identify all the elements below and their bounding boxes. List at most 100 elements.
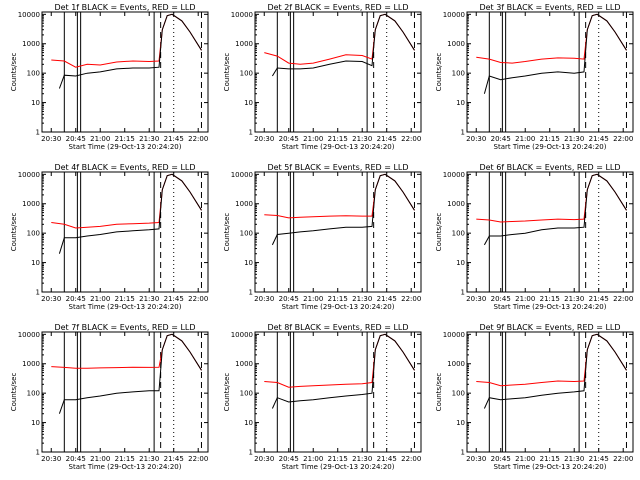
x-tick-label: 21:30 <box>352 135 372 143</box>
marker-lines <box>276 332 415 452</box>
x-tick-label: 21:15 <box>115 295 135 303</box>
y-tick-label: 100 <box>27 390 40 398</box>
x-tick-label: 22:00 <box>188 135 208 143</box>
y-axis-label: Counts/sec <box>223 53 231 92</box>
y-tick-label: 1000 <box>447 40 465 48</box>
series-line-lld <box>264 173 415 219</box>
series-group <box>51 333 202 414</box>
series-line-events <box>483 13 627 94</box>
marker-lines <box>276 172 415 292</box>
x-tick-label: 20:30 <box>254 135 274 143</box>
x-tick-label: 21:15 <box>115 135 135 143</box>
panel-3: Det 3f BLACK = Events, RED = LLD 1 10 100 10… <box>435 3 634 151</box>
y-tick-label: 10 <box>456 419 465 427</box>
y-tick-label: 1 <box>461 289 465 297</box>
y-tick-label: 1000 <box>22 360 40 368</box>
x-tick-label: 22:00 <box>401 295 421 303</box>
x-tick-label: 21:00 <box>90 135 110 143</box>
series-group <box>476 333 627 409</box>
plot-frame <box>254 331 422 453</box>
x-tick-label: 21:00 <box>90 455 110 463</box>
series-line-events <box>58 333 202 414</box>
y-tick-label: 1 <box>36 289 40 297</box>
x-tick-label: 22:00 <box>613 295 633 303</box>
y-tick-label: 1 <box>249 449 253 457</box>
x-tick-label: 20:30 <box>254 455 274 463</box>
y-tick-label: 10000 <box>231 11 253 19</box>
y-tick-label: 10 <box>244 99 253 107</box>
x-axis-label: Start Time (29-Oct-13 20:24:20) <box>282 463 395 471</box>
x-tick-label: 21:00 <box>90 295 110 303</box>
y-tick-label: 100 <box>240 70 253 78</box>
x-tick-label: 21:30 <box>352 295 372 303</box>
y-tick-label: 1 <box>461 449 465 457</box>
y-tick-label: 100 <box>240 390 253 398</box>
y-tick-label: 10 <box>244 419 253 427</box>
y-tick-label: 1 <box>249 129 253 137</box>
x-tick-label: 21:00 <box>303 135 323 143</box>
y-tick-label: 1 <box>461 129 465 137</box>
x-tick-label: 22:00 <box>613 135 633 143</box>
x-tick-label: 22:00 <box>188 455 208 463</box>
x-tick-label: 21:30 <box>139 295 159 303</box>
x-tick-label: 22:00 <box>188 295 208 303</box>
y-tick-label: 1000 <box>22 200 40 208</box>
x-tick-label: 20:45 <box>491 295 511 303</box>
x-tick-label: 21:30 <box>139 455 159 463</box>
y-tick-label: 10 <box>244 259 253 267</box>
panel-8: Det 8f BLACK = Events, RED = LLD 1 10 100 10… <box>223 323 422 471</box>
series-line-lld <box>51 13 202 68</box>
y-tick-label: 10000 <box>231 331 253 339</box>
x-tick-label: 20:30 <box>41 135 61 143</box>
panel-2: Det 2f BLACK = Events, RED = LLD 1 10 100 10… <box>223 3 422 151</box>
x-tick-label: 21:00 <box>303 295 323 303</box>
y-tick-label: 100 <box>452 390 465 398</box>
y-tick-label: 10000 <box>443 11 465 19</box>
series-line-lld <box>476 173 627 223</box>
y-tick-label: 1 <box>36 449 40 457</box>
x-tick-label: 21:15 <box>115 455 135 463</box>
y-axis-label: Counts/sec <box>10 213 18 252</box>
y-tick-label: 10 <box>31 99 40 107</box>
x-tick-label: 20:30 <box>466 135 486 143</box>
x-axis-label: Start Time (29-Oct-13 20:24:20) <box>282 143 395 151</box>
panel-1: Det 1f BLACK = Events, RED = LLD 1 10 100 10… <box>10 3 209 151</box>
x-tick-label: 21:45 <box>589 295 609 303</box>
x-axis-label: Start Time (29-Oct-13 20:24:20) <box>69 303 182 311</box>
y-tick-label: 100 <box>240 230 253 238</box>
marker-lines <box>276 12 415 132</box>
x-tick-label: 21:45 <box>164 455 184 463</box>
plot-frame <box>41 171 209 293</box>
y-tick-label: 10 <box>456 99 465 107</box>
y-axis-label: Counts/sec <box>435 53 443 92</box>
series-group <box>264 333 415 409</box>
series-line-events <box>271 333 415 409</box>
x-axis-label: Start Time (29-Oct-13 20:24:20) <box>494 463 607 471</box>
series-line-lld <box>264 333 415 388</box>
marker-lines <box>63 172 202 292</box>
x-tick-label: 20:30 <box>41 455 61 463</box>
plot-frame <box>41 331 209 453</box>
series-group <box>264 13 415 77</box>
x-tick-label: 21:15 <box>540 135 560 143</box>
y-tick-label: 1000 <box>235 200 253 208</box>
plot-frame <box>254 11 422 133</box>
y-tick-label: 10000 <box>18 171 40 179</box>
y-tick-label: 1 <box>36 129 40 137</box>
panel-6: Det 6f BLACK = Events, RED = LLD 1 10 100 10… <box>435 163 634 311</box>
x-tick-label: 20:30 <box>466 295 486 303</box>
x-tick-label: 21:30 <box>564 135 584 143</box>
x-tick-label: 20:45 <box>66 295 86 303</box>
series-line-events <box>58 13 202 89</box>
series-line-lld <box>264 13 415 65</box>
x-tick-label: 21:30 <box>564 455 584 463</box>
x-tick-label: 20:45 <box>279 135 299 143</box>
x-tick-label: 22:00 <box>401 135 421 143</box>
y-tick-label: 100 <box>27 70 40 78</box>
panel-title: Det 6f BLACK = Events, RED = LLD <box>479 163 620 172</box>
panel-title: Det 4f BLACK = Events, RED = LLD <box>54 163 195 172</box>
y-tick-label: 10000 <box>231 171 253 179</box>
x-tick-label: 22:00 <box>613 455 633 463</box>
marker-lines <box>488 172 627 292</box>
